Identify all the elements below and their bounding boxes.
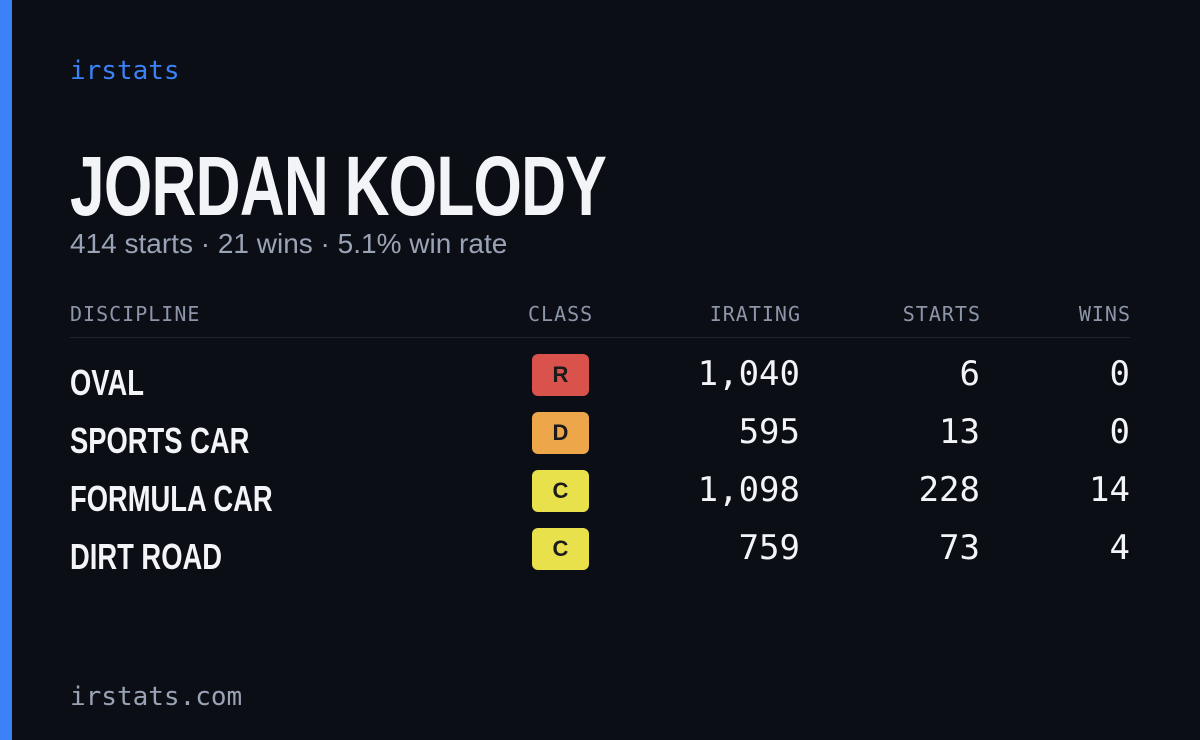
driver-summary: 414 starts · 21 wins · 5.1% win rate [70, 228, 508, 259]
brand: irstats [70, 56, 180, 86]
irating: 1,040 [697, 354, 800, 394]
wins: 0 [1109, 412, 1130, 452]
header-cell: CLASS [528, 302, 594, 326]
class-badge: C [532, 528, 589, 570]
starts: 73 [939, 528, 980, 568]
irating: 595 [738, 412, 800, 452]
class-badge: R [532, 354, 589, 396]
irating: 1,098 [697, 470, 800, 510]
accent-bar [0, 0, 12, 740]
starts: 6 [959, 354, 980, 394]
starts: 13 [939, 412, 980, 452]
header-rule [70, 337, 1130, 338]
header-cell: IRATING [709, 302, 801, 326]
header-cell: STARTS [902, 302, 981, 326]
irating: 759 [738, 528, 800, 568]
wins: 0 [1109, 354, 1130, 394]
header-cell: DISCIPLINE [70, 302, 201, 326]
discipline: SPORTS CAR [70, 420, 250, 461]
wins: 14 [1089, 470, 1130, 510]
driver-name: JORDAN KOLODY [70, 139, 607, 233]
discipline: OVAL [70, 362, 144, 403]
wins: 4 [1109, 528, 1130, 568]
starts: 228 [918, 470, 980, 510]
discipline: FORMULA CAR [70, 478, 273, 519]
class-badge: C [532, 470, 589, 512]
discipline: DIRT ROAD [70, 536, 222, 577]
footer-url: irstats.com [70, 682, 243, 712]
header-cell: WINS [1078, 302, 1131, 326]
class-badge: D [532, 412, 589, 454]
